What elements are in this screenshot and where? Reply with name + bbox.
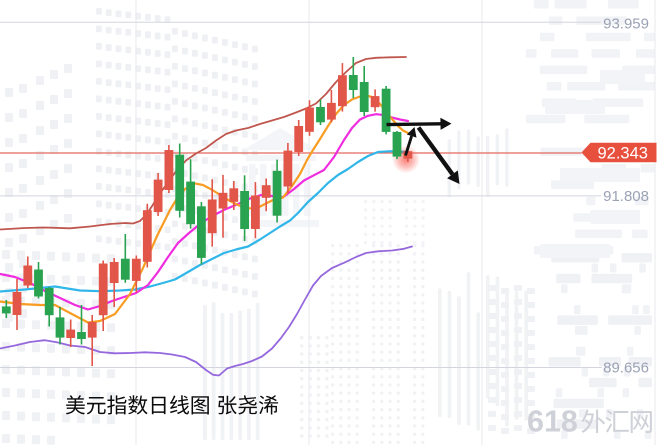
svg-text:92.343: 92.343 — [598, 145, 648, 163]
svg-text:89.656: 89.656 — [603, 360, 649, 377]
svg-text:618: 618 — [527, 405, 578, 439]
svg-text:93.959: 93.959 — [603, 15, 649, 32]
svg-text:91.808: 91.808 — [603, 188, 649, 205]
